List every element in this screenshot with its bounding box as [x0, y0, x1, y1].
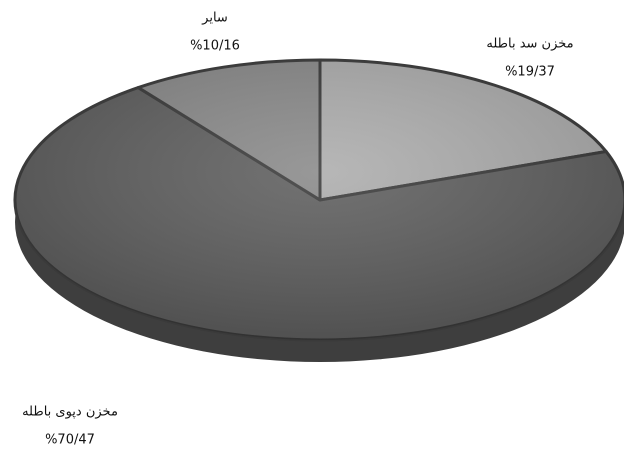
- slice-label: مخزن سد باطله: [486, 37, 573, 52]
- slice-value-label: %10/16: [190, 39, 240, 54]
- slices: [13, 58, 624, 342]
- slice-value-label: %19/37: [505, 65, 555, 80]
- slice-label: ساير: [201, 11, 228, 26]
- slice-value-label: %70/47: [45, 433, 95, 448]
- slice-label: مخزن دپوی باطله: [22, 405, 118, 420]
